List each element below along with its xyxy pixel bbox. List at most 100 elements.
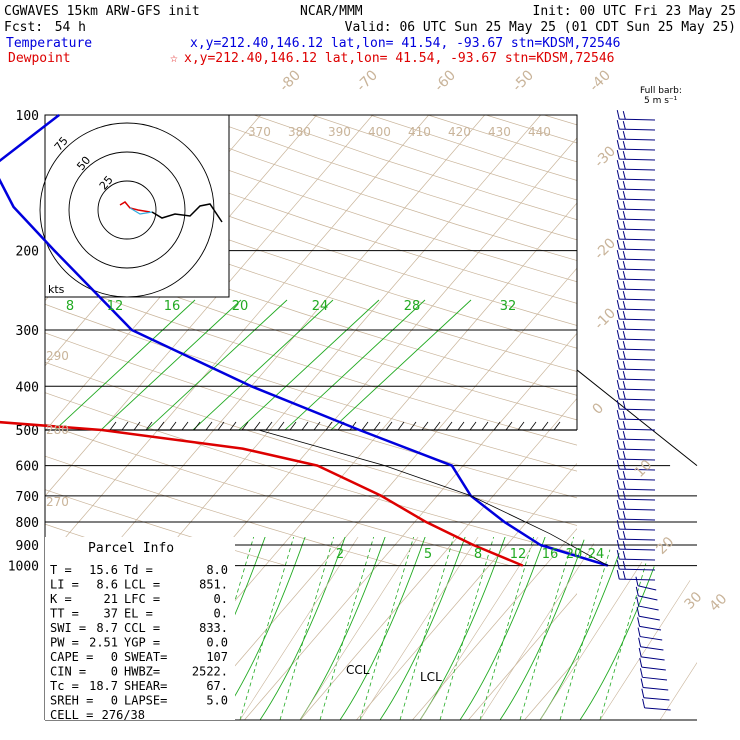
hatch-mark xyxy=(409,421,417,431)
theta-label: 410 xyxy=(408,125,431,139)
parcel-key: T = xyxy=(50,563,72,577)
wind-barb-flag xyxy=(622,291,626,300)
hatch-mark xyxy=(145,421,153,431)
wind-barb-flag xyxy=(616,560,620,570)
hatch-mark xyxy=(553,421,561,431)
parcel-key: Tc = xyxy=(50,679,79,693)
wind-barb-flag xyxy=(616,190,620,200)
parcel-key: SWEAT= xyxy=(124,650,167,664)
wind-barb-flag xyxy=(622,121,626,130)
hatch-mark xyxy=(361,421,369,431)
dry-adiabat xyxy=(543,115,577,126)
wind-barb-shaft xyxy=(619,478,656,481)
wind-barb-shaft xyxy=(638,595,658,601)
parcel-value: 0 xyxy=(111,665,118,679)
isotherm-label: -20 xyxy=(592,235,619,262)
theta-label-left: 280 xyxy=(46,423,69,437)
dry-adiabat xyxy=(45,171,577,349)
wind-barb-flag xyxy=(622,471,626,480)
wind-barb-shaft xyxy=(619,278,656,281)
isotherm-label: 10 xyxy=(632,457,656,481)
wind-barb-flag xyxy=(622,151,626,160)
wind-barb-flag xyxy=(622,261,626,270)
pressure-tick-label: 700 xyxy=(16,490,39,505)
isotherm-line xyxy=(45,115,373,497)
wind-barb-flag xyxy=(616,370,620,380)
wind-barb-shaft xyxy=(619,188,656,191)
wind-barb-shaft xyxy=(643,687,669,691)
mixing-ratio-line xyxy=(330,299,472,431)
isotherm-line xyxy=(45,115,317,432)
dry-adiabat xyxy=(45,147,577,326)
wind-barb-flag xyxy=(641,688,645,698)
parcel-value: 21 xyxy=(104,592,118,606)
lcl-label: LCL xyxy=(420,670,442,684)
wind-barb-flag xyxy=(616,170,620,180)
wind-barb-flag xyxy=(622,361,626,370)
wind-barb-flag xyxy=(622,181,626,190)
mixing-ratio-lower-label: 12 xyxy=(510,547,527,562)
hatch-mark xyxy=(313,421,321,431)
isotherm-line xyxy=(356,462,577,720)
wind-barb-flag xyxy=(616,480,620,490)
isotherm-line xyxy=(636,115,740,720)
lower-isotherm xyxy=(539,537,697,720)
wind-barb-flag xyxy=(616,450,620,460)
wind-barb-flag xyxy=(642,698,646,709)
wind-barb-flag xyxy=(616,430,620,440)
parcel-key: CAPE = xyxy=(50,650,93,664)
wind-barb-flag xyxy=(616,150,620,160)
wind-barb-flag xyxy=(622,401,626,410)
mixing-ratio-label: 20 xyxy=(232,299,249,314)
hatch-mark xyxy=(481,421,489,431)
parcel-key: LCL = xyxy=(124,578,160,592)
wind-barb-flag xyxy=(622,451,626,460)
wind-barb-shaft xyxy=(619,178,656,181)
wind-barb-flag xyxy=(616,230,620,240)
wind-barb-flag xyxy=(616,220,620,230)
wind-barb-shaft xyxy=(619,428,656,431)
dry-adiabat xyxy=(45,197,577,372)
wind-barb-flag xyxy=(616,530,620,540)
dry-adiabat xyxy=(45,361,577,526)
parcel-key: Td = xyxy=(124,563,153,577)
pressure-tick-label: 1000 xyxy=(8,560,39,575)
wind-barb-flag xyxy=(616,280,620,290)
wind-barb-flag xyxy=(616,440,620,450)
wind-barb-flag xyxy=(616,260,620,270)
mixing-ratio-line xyxy=(54,299,196,431)
wind-barb-flag xyxy=(622,211,626,220)
temperature-profile xyxy=(0,114,609,567)
hatch-mark xyxy=(265,421,273,431)
mixing-ratio-line xyxy=(284,299,426,431)
wind-barb-shaft xyxy=(619,288,656,291)
parcel-value: 2522. xyxy=(192,665,228,679)
parcel-key: EL = xyxy=(124,607,153,621)
wind-barb-flag xyxy=(639,658,643,668)
wind-barb-flag xyxy=(622,131,626,140)
wind-barb-flag xyxy=(616,310,620,320)
wind-barb-flag xyxy=(616,160,620,170)
wind-barb-shaft xyxy=(619,448,656,451)
wind-barb-flag xyxy=(616,120,620,130)
wind-barb-flag xyxy=(616,290,620,300)
wind-barb-shaft xyxy=(619,508,656,511)
wind-barb-flag xyxy=(622,501,626,510)
moist-adiabat xyxy=(539,537,661,720)
wind-barb-shaft xyxy=(619,268,656,271)
hatch-mark xyxy=(133,421,141,431)
fcst-value: 54 h xyxy=(55,20,86,35)
wind-barb-shaft xyxy=(619,258,656,261)
theta-label-left: 290 xyxy=(46,349,69,363)
wind-barb-shaft xyxy=(619,218,656,221)
header: CGWAVES 15km ARW-GFS init NCAR/MMM Init:… xyxy=(4,4,736,106)
dashed-mixing-ratio xyxy=(559,537,646,720)
parcel-key: K = xyxy=(50,592,72,606)
mixing-ratio-lower-label: 2 xyxy=(336,547,344,562)
wind-barb-flag xyxy=(637,627,641,637)
dashed-mixing-ratio xyxy=(279,537,366,720)
wind-barb-shaft xyxy=(619,568,656,571)
moist-adiabat xyxy=(459,537,581,720)
wind-barb-shaft xyxy=(637,585,657,591)
parcel-value: 0. xyxy=(214,592,228,606)
